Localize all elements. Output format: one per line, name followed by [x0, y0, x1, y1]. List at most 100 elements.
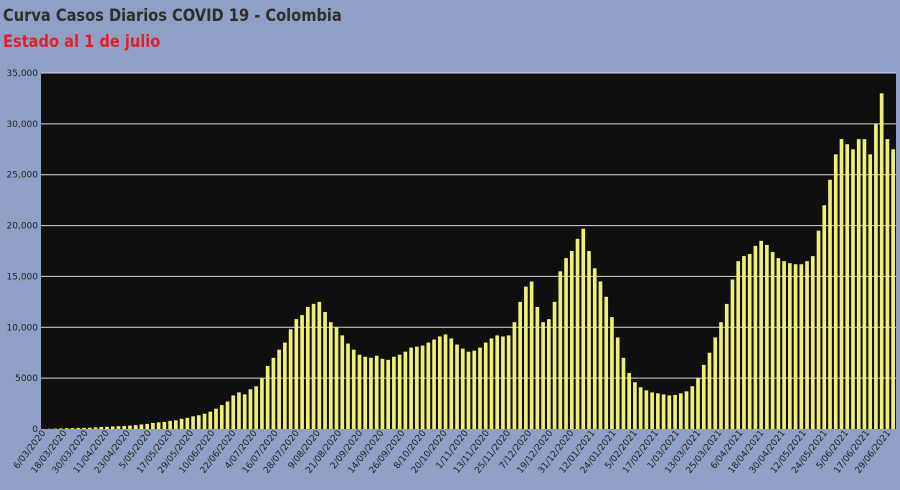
bar	[753, 245, 758, 429]
bar	[592, 268, 597, 429]
bar	[707, 352, 712, 429]
bar	[885, 139, 890, 430]
bar	[380, 358, 385, 429]
bar	[432, 339, 436, 429]
bar	[615, 337, 620, 429]
bar	[644, 390, 649, 429]
bar	[369, 357, 373, 429]
bar	[466, 351, 471, 429]
bar	[64, 428, 69, 429]
bar	[334, 327, 339, 429]
bar	[386, 359, 390, 429]
bar	[770, 252, 775, 429]
chart-title: Curva Casos Diarios COVID 19 - Colombia	[3, 6, 342, 26]
bar	[587, 251, 591, 429]
bar	[575, 238, 580, 429]
bar	[529, 281, 534, 429]
bar	[122, 425, 127, 429]
bar	[374, 355, 379, 429]
bar	[174, 420, 178, 429]
bar	[558, 271, 563, 429]
bar	[420, 345, 425, 429]
bar	[208, 411, 213, 429]
y-tick-label: 35,000	[7, 69, 39, 79]
bar	[105, 426, 109, 429]
bar	[231, 395, 236, 429]
bar	[426, 342, 431, 429]
bar	[357, 354, 362, 429]
bar	[346, 343, 350, 429]
bar	[179, 418, 184, 429]
y-tick-label: 25,000	[7, 171, 39, 181]
bar	[627, 373, 631, 429]
bar	[415, 346, 419, 429]
bar	[598, 281, 603, 429]
bar	[489, 338, 494, 429]
bar	[633, 382, 637, 429]
bar	[237, 392, 241, 429]
bar	[288, 329, 293, 429]
bar	[621, 357, 626, 429]
bar	[317, 301, 322, 429]
bar	[265, 365, 270, 429]
y-tick-label: 15,000	[7, 272, 39, 282]
bar	[713, 337, 718, 429]
bar	[782, 261, 786, 429]
bar	[271, 357, 276, 429]
bar	[328, 322, 333, 429]
bar	[139, 424, 144, 429]
bar	[248, 389, 253, 429]
bar	[759, 240, 763, 429]
bar	[810, 256, 815, 429]
bar	[191, 416, 195, 429]
bar	[678, 393, 683, 429]
bar	[518, 301, 522, 429]
bar	[145, 423, 149, 429]
bar	[323, 312, 327, 429]
bar	[340, 335, 345, 429]
bar	[839, 139, 844, 430]
bar	[569, 251, 574, 429]
bar	[472, 350, 477, 429]
bar	[93, 427, 98, 429]
bar	[541, 322, 545, 429]
bar	[765, 244, 769, 429]
bar	[845, 144, 850, 429]
bar	[185, 417, 190, 429]
bar	[656, 393, 660, 429]
bar	[816, 230, 821, 429]
bar	[868, 154, 873, 429]
bar	[156, 422, 161, 429]
bar	[133, 425, 138, 429]
bar	[225, 401, 230, 429]
bar	[638, 387, 643, 429]
bar	[828, 179, 832, 429]
bar	[581, 228, 586, 429]
y-tick-label: 10,000	[7, 323, 39, 333]
bar	[449, 338, 454, 429]
bar	[168, 420, 172, 429]
bar	[742, 256, 746, 429]
bar	[856, 139, 861, 430]
bar	[409, 347, 413, 429]
bar	[776, 258, 781, 429]
bar	[799, 264, 804, 429]
bar	[478, 347, 482, 429]
bar	[788, 263, 792, 429]
bar	[110, 426, 115, 429]
bar	[730, 279, 735, 429]
bar	[833, 154, 838, 429]
bar	[99, 426, 104, 429]
bar	[564, 258, 568, 429]
bar	[874, 123, 878, 430]
bar	[552, 301, 557, 429]
y-tick-label: 20,000	[7, 222, 39, 232]
bar	[747, 254, 752, 429]
bar	[351, 349, 356, 429]
bar	[403, 351, 408, 429]
bar	[879, 93, 884, 429]
bar	[437, 336, 442, 429]
y-tick-label: 30,000	[7, 120, 39, 130]
bar	[736, 261, 741, 429]
